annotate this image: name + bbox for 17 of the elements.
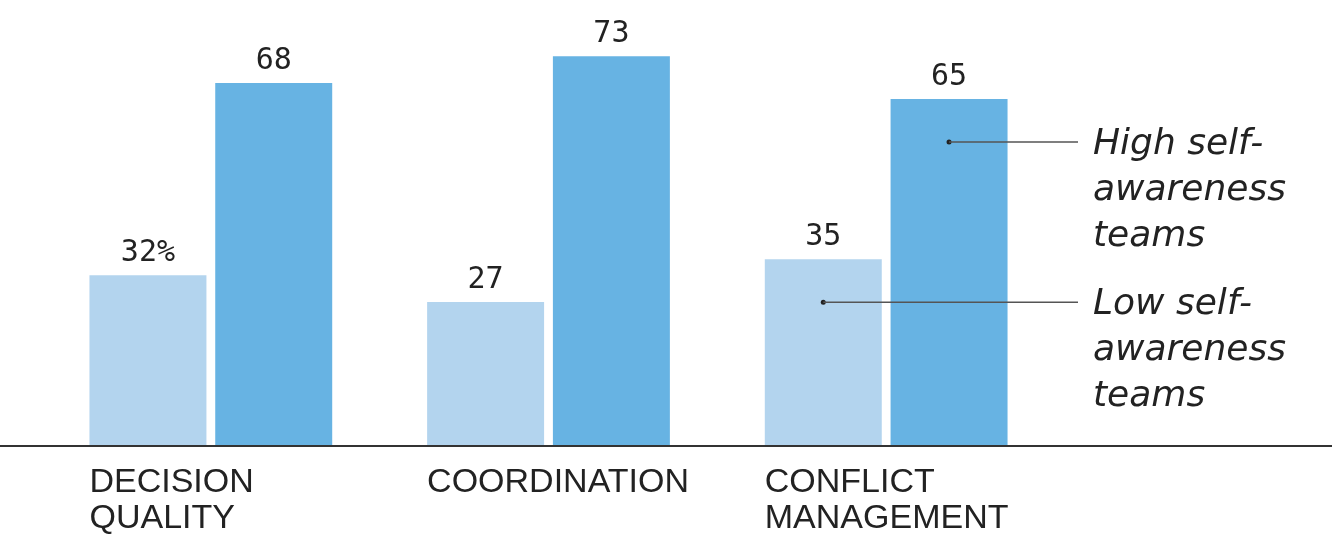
data-label: 68 bbox=[255, 41, 292, 77]
x-tick-label: DECISION QUALITY bbox=[89, 461, 254, 535]
data-label: 35 bbox=[805, 217, 842, 253]
bar bbox=[552, 56, 670, 446]
data-label: 73 bbox=[593, 14, 630, 50]
data-label: 32% bbox=[120, 233, 176, 269]
text: Low self-awareness teams bbox=[1093, 281, 1286, 415]
bar bbox=[89, 275, 207, 446]
bar bbox=[215, 83, 333, 446]
bar bbox=[764, 259, 882, 446]
x-tick-label: CONFLICT MANAGEMENT bbox=[764, 461, 1009, 535]
text: High self-awareness teams bbox=[1093, 121, 1286, 255]
bar bbox=[427, 301, 545, 446]
x-tick-label: COORDINATION bbox=[427, 461, 690, 499]
data-label: 65 bbox=[930, 57, 968, 93]
bar bbox=[890, 99, 1008, 446]
data-label: 27 bbox=[467, 259, 504, 295]
